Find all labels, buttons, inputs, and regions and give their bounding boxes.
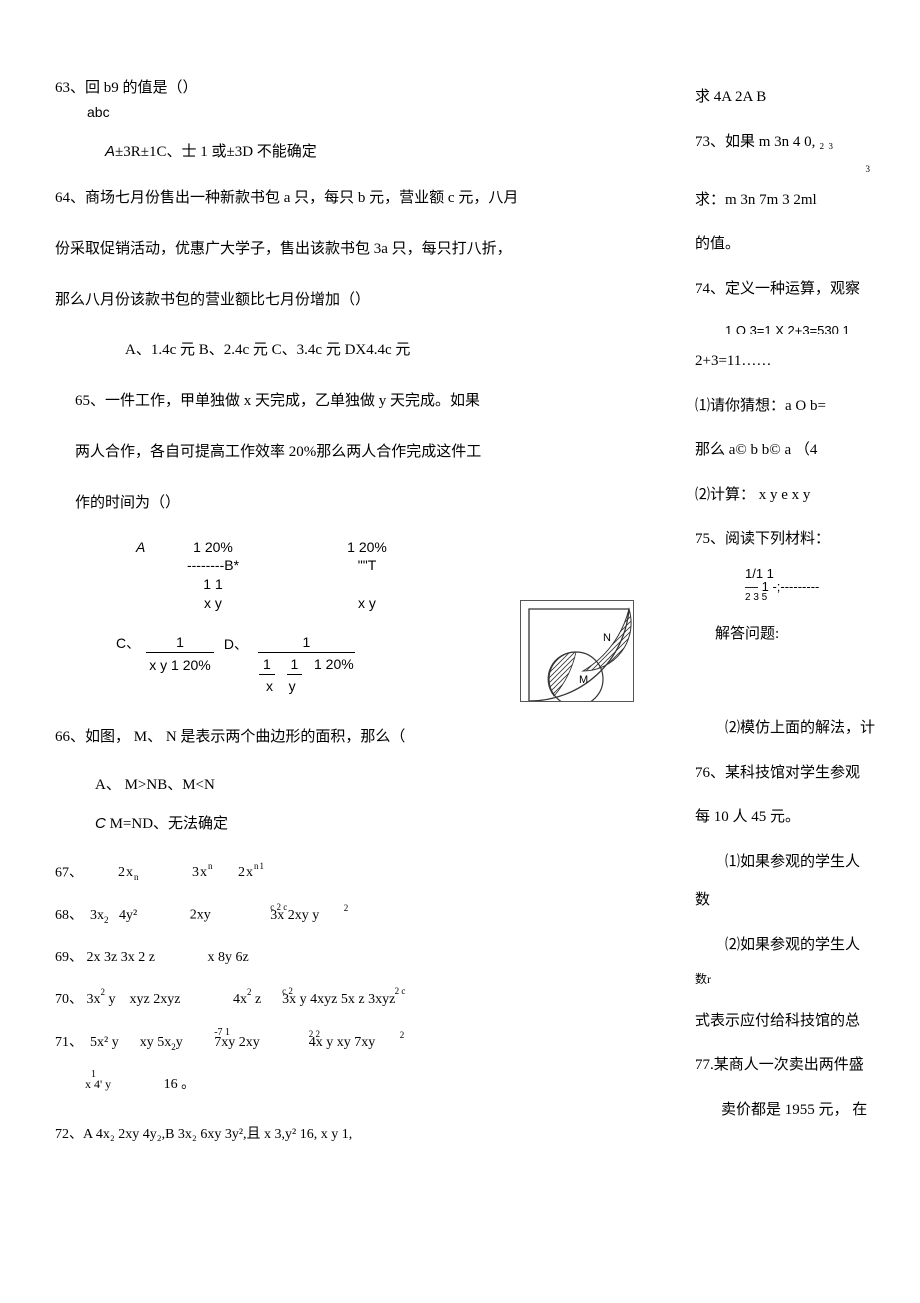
r74b: 1 O 3=1 X 2+3=530 1 [695, 316, 920, 334]
q66-opt-c: C M=ND、无法确定 [55, 807, 655, 841]
q72: 72、A 4x₂ 2xy 4y₂,B 3x₂ 6xy 3y²,且 x 3,y² … [55, 1121, 655, 1149]
r75c: ⑵模仿上面的解法，计 [695, 711, 920, 746]
r74d: ⑴请你猜想：a O b= [695, 389, 920, 424]
q69: 69、 2x 3z 3x 2 z x 8y 6z [55, 944, 655, 972]
r76c: ⑴如果参观的学生人 [695, 845, 920, 880]
r76: 76、某科技馆对学生参观 [695, 756, 920, 791]
r76b: 每 10 人 45 元。 [695, 800, 920, 835]
q64-line3: 那么八月份该款书包的营业额比七月份增加（） [55, 284, 655, 317]
r75-frac: 1/1 1 — 1 -;--------- 2 3 5 [695, 567, 920, 603]
q70: 70、 3x2 y xyz 2xyz 4x2 z c 23x y 4xyz 5x… [55, 986, 655, 1014]
q64-line2: 份采取促销活动，优惠广大学子，售出该款书包 3a 只，每只打八折， [55, 233, 655, 266]
r74f: ⑵计算： x y e x y [695, 478, 920, 513]
r73c: 的值。 [695, 227, 920, 262]
q67: 67、 2xn 3xn 2xn1 [55, 859, 655, 888]
q66: 66、如图， M、 N 是表示两个曲边形的面积，那么（ [55, 721, 655, 754]
r-4a2ab: 求 4A 2A B [695, 80, 920, 115]
fig-label-m: M [579, 674, 588, 686]
r76c-tail: 数 [695, 883, 920, 918]
q64-options: A、1.4c 元 B、2.4c 元 C、3.4c 元 DX4.4c 元 [55, 335, 655, 365]
q65-line2: 两人合作，各自可提高工作效率 20%那么两人合作完成这件工 [55, 436, 655, 469]
q63-line1: 63、回 b9 的值是（） [55, 75, 655, 102]
q64-line1: 64、商场七月份售出一种新款书包 a 只，每只 b 元，营业额 c 元，八月 [55, 182, 655, 215]
fig-label-n: N [603, 632, 611, 644]
r74: 74、定义一种运算，观察 [695, 272, 920, 307]
r73b: 求：m 3n 7m 3 2ml [695, 183, 920, 218]
q65-line1: 65、一件工作，甲单独做 x 天完成，乙单独做 y 天完成。如果 [55, 385, 655, 418]
curve-figure: N M [520, 600, 634, 702]
r73: 73、如果 m 3n 4 0, ₂ ₃ [695, 125, 920, 160]
r77b: 卖价都是 1955 元， 在 [695, 1093, 920, 1128]
r74c: 2+3=11…… [695, 344, 920, 379]
r77: 77.某商人一次卖出两件盛 [695, 1048, 920, 1083]
q68: 68、 3x2 4y² 2xy c 2 c3x 2xy y 2 [55, 901, 655, 930]
q66-opt-a: A、 M>NB、M<N [55, 772, 655, 799]
q71: 71、 5x² y xy 5x2y -7 17xy 2xy 2 24x y xy… [55, 1028, 655, 1057]
q65-line3: 作的时间为（） [55, 487, 655, 520]
q63-options: A±3R±1C、士 1 或±3D 不能确定 [55, 141, 655, 164]
r76d: ⑵如果参观的学生人 [695, 928, 920, 963]
r75b: 解答问题: [695, 617, 920, 652]
r76d-tail: 数r [695, 966, 920, 994]
q63-abc: abc [55, 102, 655, 123]
r76e: 式表示应付给科技馆的总 [695, 1004, 920, 1039]
r73-sup: 3 [695, 163, 920, 177]
q71-row2: 1x 4' y 16 。 [55, 1071, 655, 1099]
r74e: 那么 a© b b© a （4 [695, 433, 920, 468]
r75: 75、阅读下列材料： [695, 522, 920, 557]
